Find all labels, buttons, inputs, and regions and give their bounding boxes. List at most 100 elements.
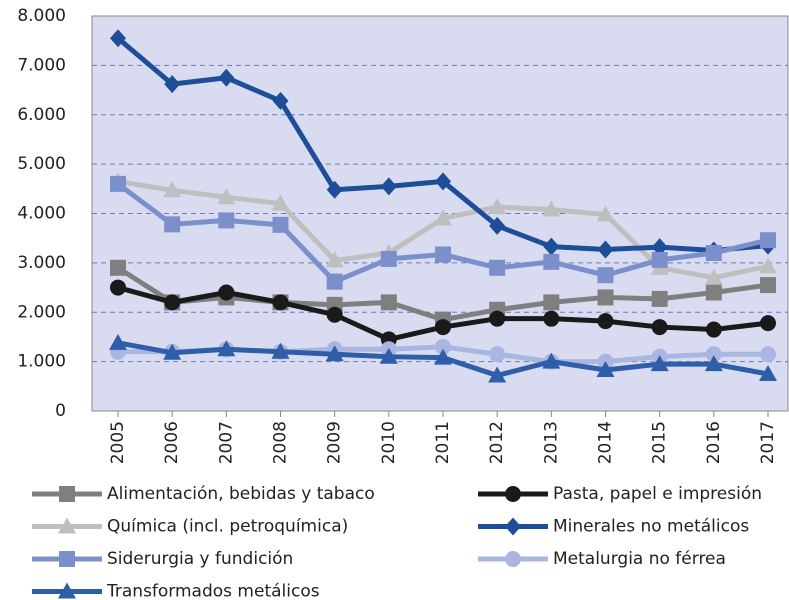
data-point	[110, 175, 126, 192]
y-tick-label: 0	[55, 401, 66, 421]
y-tick-label: 8.000	[17, 6, 66, 26]
data-point	[596, 205, 615, 222]
x-tick-label: 2014	[596, 421, 616, 464]
x-tick-label: 2007	[216, 421, 236, 464]
data-point	[489, 216, 506, 235]
data-point	[271, 194, 290, 211]
data-point	[759, 364, 777, 381]
data-point	[164, 75, 181, 94]
legend-marker	[58, 517, 76, 534]
x-tick-label: 2005	[108, 421, 128, 464]
data-point	[489, 259, 506, 276]
data-point	[326, 180, 343, 199]
data-point	[217, 188, 236, 205]
legend-label: Metalurgia no férrea	[553, 549, 726, 569]
data-point	[760, 232, 776, 249]
data-point	[164, 294, 181, 311]
data-point	[110, 259, 126, 276]
data-point	[271, 342, 290, 359]
data-point	[704, 268, 723, 285]
data-point	[597, 289, 614, 306]
x-tick-label: 2006	[162, 421, 182, 464]
data-point	[379, 347, 398, 364]
data-point	[380, 250, 397, 267]
x-tick-label: 2017	[758, 421, 778, 464]
data-point	[597, 313, 614, 330]
data-point	[705, 284, 722, 301]
data-point	[110, 29, 126, 48]
data-point	[650, 355, 669, 372]
data-point	[705, 346, 722, 363]
data-point	[651, 251, 668, 268]
data-point	[651, 290, 668, 307]
legend-label: Minerales no metálicos	[553, 517, 749, 537]
y-tick-label: 6.000	[17, 105, 66, 125]
data-point	[110, 279, 126, 296]
data-point	[218, 284, 235, 301]
data-point	[380, 294, 397, 311]
data-point	[542, 200, 561, 217]
legend-label: Transformados metálicos	[106, 582, 320, 600]
data-point	[543, 237, 560, 256]
legend-marker	[505, 517, 521, 536]
x-tick-label: 2008	[271, 421, 291, 464]
x-tick-label: 2010	[379, 421, 399, 464]
data-point	[488, 366, 507, 383]
legend-label: Pasta, papel e impresión	[553, 484, 762, 504]
data-point	[435, 338, 451, 355]
data-point	[326, 306, 343, 323]
data-point	[380, 177, 397, 196]
data-point	[218, 68, 235, 87]
x-tick-label: 2009	[325, 421, 345, 464]
data-point	[435, 172, 451, 191]
data-point	[325, 345, 344, 362]
legend-marker	[59, 486, 75, 502]
data-point	[760, 277, 776, 294]
data-point	[489, 310, 506, 327]
data-point	[543, 310, 560, 327]
y-tick-label: 5.000	[17, 154, 66, 174]
data-point	[760, 346, 776, 363]
data-point	[434, 348, 452, 365]
data-point	[435, 319, 451, 336]
data-point	[542, 352, 561, 369]
data-point	[272, 216, 289, 233]
legend-marker	[58, 582, 76, 599]
data-point	[435, 246, 451, 263]
legend-marker	[59, 551, 75, 567]
data-point	[704, 355, 723, 372]
data-point	[705, 321, 722, 338]
data-point	[272, 294, 289, 311]
x-tick-label: 2015	[650, 421, 670, 464]
data-point	[164, 216, 181, 233]
data-point	[651, 238, 668, 257]
legend-marker	[505, 486, 521, 502]
data-point	[543, 294, 560, 311]
legend-label: Química (incl. petroquímica)	[107, 517, 348, 537]
x-tick-label: 2011	[433, 421, 453, 464]
data-point	[163, 343, 182, 360]
data-point	[325, 251, 344, 268]
y-tick-label: 1.000	[17, 352, 66, 372]
legend-marker	[505, 551, 521, 567]
y-tick-label: 4.000	[17, 204, 66, 224]
data-point	[218, 212, 235, 229]
data-point	[543, 253, 560, 270]
data-point	[488, 198, 507, 215]
data-point	[760, 315, 776, 332]
legend-label: Siderurgia y fundición	[107, 549, 293, 569]
data-point	[489, 346, 506, 363]
data-point	[434, 209, 452, 226]
data-point	[759, 257, 777, 274]
data-point	[109, 333, 127, 350]
data-point	[326, 273, 343, 290]
x-tick-label: 2013	[541, 421, 561, 464]
legend-label: Alimentación, bebidas y tabaco	[107, 484, 375, 504]
x-tick-label: 2012	[487, 421, 507, 464]
data-point	[705, 245, 722, 261]
data-point	[272, 91, 289, 110]
y-tick-label: 2.000	[17, 302, 66, 322]
data-point	[651, 319, 668, 336]
data-point	[597, 240, 614, 259]
